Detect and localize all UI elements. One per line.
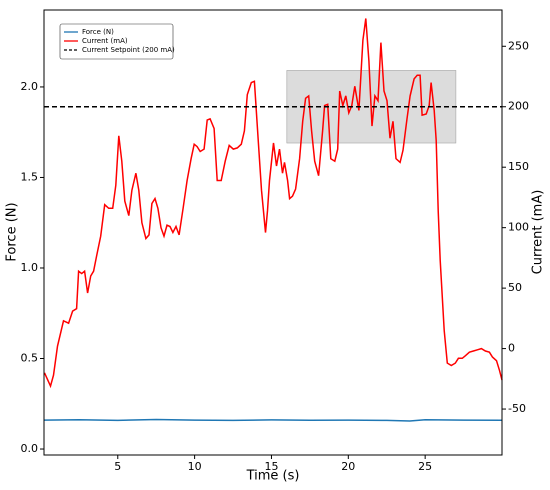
legend-label: Current Setpoint (200 mA) [82,46,175,54]
x-tick-label: 15 [264,460,278,473]
y-axis-label: Force (N) [5,202,20,261]
y2-tick-label: 150 [508,160,529,173]
series-line [43,418,503,422]
x-tick-label: 20 [341,460,355,473]
x-tick-label: 5 [114,460,121,473]
y-tick-label: 1.0 [21,261,39,274]
legend-box [59,23,174,60]
x-tick-label: 25 [418,460,432,473]
plot-frame [43,9,503,456]
y-tick-label: 2.0 [21,80,39,93]
y2-tick-label: 100 [508,221,529,234]
y2-axis-label: Current (mA) [531,190,546,275]
y2-tick-label: 0 [508,342,515,355]
y2-tick-label: 50 [508,281,522,294]
y2-tick-label: 250 [508,39,529,52]
y-tick-label: 1.5 [21,170,39,183]
x-axis-label: Time (s) [246,469,300,484]
legend-label: Current (mA) [82,37,128,45]
y-tick-label: 0.5 [21,352,39,365]
y2-tick-label: -50 [508,402,526,415]
legend-label: Force (N) [82,28,114,36]
y2-tick-label: 200 [508,100,529,113]
y-tick-label: 0.0 [21,442,39,455]
x-tick-label: 10 [188,460,202,473]
series-line [43,18,503,389]
